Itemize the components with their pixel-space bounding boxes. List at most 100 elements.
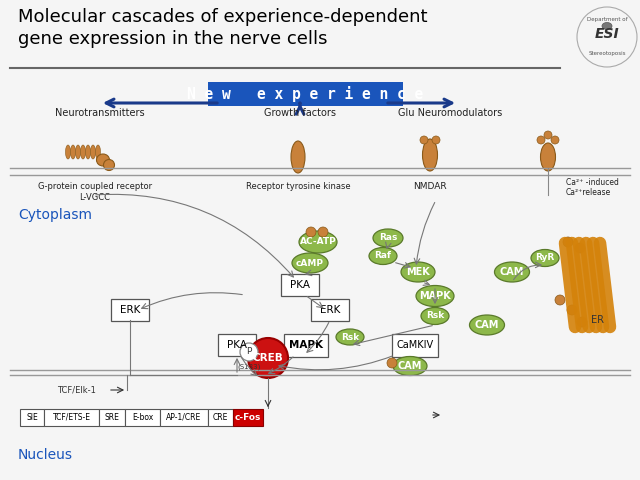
Ellipse shape (97, 154, 109, 166)
Text: gene expression in the nerve cells: gene expression in the nerve cells (18, 30, 328, 48)
Text: ER: ER (591, 315, 604, 325)
Text: Raf: Raf (374, 252, 392, 261)
Ellipse shape (95, 145, 100, 159)
Text: CAM: CAM (500, 267, 524, 277)
Text: NMDAR: NMDAR (413, 182, 447, 191)
Text: cAMP: cAMP (296, 259, 324, 267)
Text: Stereotoposis: Stereotoposis (588, 51, 626, 57)
Text: CREB: CREB (253, 353, 284, 363)
Circle shape (306, 227, 316, 237)
FancyBboxPatch shape (208, 408, 233, 425)
Text: Cytoplasm: Cytoplasm (18, 208, 92, 222)
FancyBboxPatch shape (99, 408, 125, 425)
FancyBboxPatch shape (284, 334, 328, 357)
Text: Neurotransmitters: Neurotransmitters (55, 108, 145, 118)
Ellipse shape (495, 262, 529, 282)
Ellipse shape (291, 141, 305, 173)
Text: CAM: CAM (398, 361, 422, 371)
Ellipse shape (422, 139, 438, 171)
Circle shape (387, 358, 397, 368)
Circle shape (432, 136, 440, 144)
Text: N e w   e x p e r i e n c e: N e w e x p e r i e n c e (187, 86, 423, 102)
Text: AP-1/CRE: AP-1/CRE (166, 412, 202, 421)
Text: Ca²⁺ -induced: Ca²⁺ -induced (566, 178, 619, 187)
FancyBboxPatch shape (207, 82, 403, 106)
FancyBboxPatch shape (44, 408, 99, 425)
Text: P: P (246, 348, 252, 357)
Ellipse shape (65, 145, 70, 159)
Text: Ras: Ras (379, 233, 397, 242)
Text: ERK: ERK (120, 305, 140, 315)
Text: Rsk: Rsk (341, 333, 359, 341)
Ellipse shape (531, 250, 559, 266)
Text: AC-ATP: AC-ATP (300, 238, 337, 247)
Text: Molecular cascades of experience-dependent: Molecular cascades of experience-depende… (18, 8, 428, 26)
Circle shape (318, 227, 328, 237)
Ellipse shape (369, 248, 397, 264)
Circle shape (537, 136, 545, 144)
Ellipse shape (401, 262, 435, 282)
Ellipse shape (393, 357, 427, 375)
Circle shape (575, 243, 585, 253)
Circle shape (544, 131, 552, 139)
Text: (S133): (S133) (237, 364, 260, 370)
Text: Nucleus: Nucleus (18, 448, 73, 462)
Text: MAPK: MAPK (419, 291, 451, 301)
Ellipse shape (541, 143, 556, 171)
Ellipse shape (104, 159, 115, 170)
Ellipse shape (416, 286, 454, 307)
Text: Department of: Department of (587, 17, 627, 23)
Text: G-protein coupled receptor
L-VGCC: G-protein coupled receptor L-VGCC (38, 182, 152, 202)
Text: Receptor tyrosine kinase: Receptor tyrosine kinase (246, 182, 350, 191)
Text: E-box: E-box (132, 412, 153, 421)
Circle shape (563, 237, 573, 247)
Ellipse shape (373, 229, 403, 247)
Text: CRE: CRE (213, 412, 228, 421)
Text: PKA: PKA (290, 280, 310, 290)
Circle shape (555, 295, 565, 305)
Text: RyR: RyR (536, 253, 555, 263)
Text: SIE: SIE (26, 412, 38, 421)
FancyBboxPatch shape (311, 299, 349, 321)
Text: MAPK: MAPK (289, 340, 323, 350)
Circle shape (248, 338, 288, 378)
Text: Ca²⁺release: Ca²⁺release (566, 188, 611, 197)
Ellipse shape (299, 231, 337, 253)
Ellipse shape (602, 23, 612, 29)
Ellipse shape (81, 145, 86, 159)
Text: TCF/ETS-E: TCF/ETS-E (52, 412, 90, 421)
FancyBboxPatch shape (160, 408, 208, 425)
Circle shape (551, 136, 559, 144)
Text: Glu Neuromodulators: Glu Neuromodulators (398, 108, 502, 118)
Circle shape (567, 305, 577, 315)
FancyBboxPatch shape (20, 408, 44, 425)
Text: Growth factors: Growth factors (264, 108, 336, 118)
FancyBboxPatch shape (233, 408, 263, 425)
Text: CaMKIV: CaMKIV (396, 340, 433, 350)
Ellipse shape (70, 145, 76, 159)
FancyBboxPatch shape (218, 334, 256, 356)
Ellipse shape (86, 145, 90, 159)
FancyBboxPatch shape (392, 334, 438, 357)
Text: CAM: CAM (475, 320, 499, 330)
Circle shape (577, 317, 587, 327)
Ellipse shape (421, 308, 449, 324)
Ellipse shape (470, 315, 504, 335)
Ellipse shape (336, 329, 364, 345)
Text: SRE: SRE (104, 412, 120, 421)
FancyBboxPatch shape (125, 408, 160, 425)
FancyBboxPatch shape (111, 299, 149, 321)
Text: ERK: ERK (320, 305, 340, 315)
FancyBboxPatch shape (281, 274, 319, 296)
Text: c-Fos: c-Fos (235, 412, 261, 421)
Ellipse shape (90, 145, 95, 159)
Text: TCF/Elk-1: TCF/Elk-1 (57, 385, 96, 395)
Text: Rsk: Rsk (426, 312, 444, 321)
Circle shape (240, 343, 258, 361)
Text: MEK: MEK (406, 267, 430, 277)
Text: PKA: PKA (227, 340, 247, 350)
Circle shape (420, 136, 428, 144)
Ellipse shape (292, 253, 328, 273)
Ellipse shape (76, 145, 81, 159)
Text: ESI: ESI (595, 27, 620, 41)
